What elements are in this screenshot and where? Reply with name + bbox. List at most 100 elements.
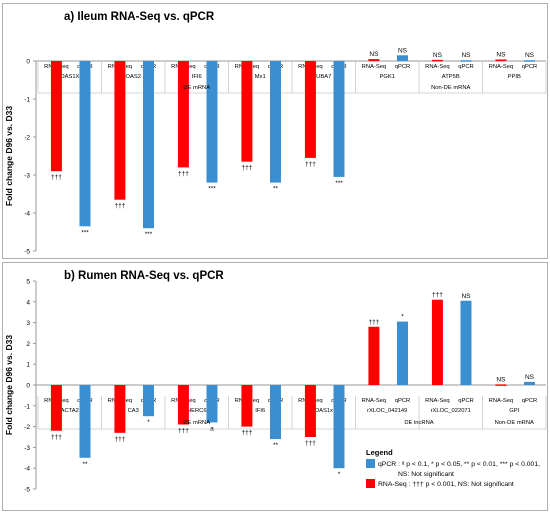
y-tick-label: -4: [24, 466, 30, 473]
legend-text-qpcr-2: NS: Not significant: [398, 471, 454, 478]
significance-label: NS: [525, 52, 535, 59]
y-tick-label: 4: [26, 299, 30, 306]
bar-qpcr: [269, 61, 281, 183]
y-tick-label: -4: [24, 211, 30, 218]
y-tick-label: -2: [24, 135, 30, 142]
bar-qpcr: [142, 385, 154, 417]
bar-rnaseq: [304, 385, 316, 437]
y-tick-label: -5: [24, 487, 30, 494]
y-tick-label: 5: [26, 279, 30, 286]
bar-rnaseq: [495, 384, 507, 386]
significance-label: †††: [432, 292, 443, 299]
significance-label: *: [401, 314, 404, 321]
bar-qpcr: [523, 60, 535, 62]
significance-label: †††: [178, 170, 189, 177]
bar-rnaseq: [50, 385, 62, 431]
bar-qpcr: [333, 61, 345, 177]
gene-label: OAS1X: [60, 74, 79, 80]
gene-label: IFI6: [192, 74, 202, 80]
significance-label: NS: [496, 51, 506, 58]
bar-qpcr: [460, 300, 472, 385]
significance-label: NS: [398, 47, 408, 54]
gene-label: OAS1x: [315, 408, 333, 414]
significance-label: †††: [51, 434, 62, 441]
y-axis-label: Fold change D96 vs. D33: [4, 335, 14, 435]
significance-label: NS: [461, 52, 471, 59]
gene-label: IFI6: [255, 408, 265, 414]
series-tick-label: qPCR: [522, 398, 537, 404]
series-tick-label: RNA-Seq: [425, 64, 449, 70]
bar-qpcr: [269, 385, 281, 440]
y-tick-label: -3: [24, 173, 30, 180]
panel-frame: [2, 262, 548, 511]
bar-rnaseq: [177, 385, 189, 425]
gene-label: HERC6: [187, 408, 207, 414]
chart-title: b) Rumen RNA-Seq vs. qPCR: [64, 270, 224, 282]
significance-label: **: [273, 442, 279, 449]
significance-label: ***: [145, 231, 153, 238]
legend-text-qpcr: qPCR : ᵃ p < 0.1, * p < 0.05, ** p < 0.0…: [378, 461, 540, 468]
bar-rnaseq: [114, 61, 126, 200]
series-tick-label: RNA-Seq: [425, 398, 449, 404]
series-tick-label: RNA-Seq: [362, 64, 386, 70]
chart-title: a) Ileum RNA-Seq vs. qPCR: [64, 11, 215, 23]
bar-rnaseq: [50, 61, 62, 172]
gene-label: rXLOC_022071: [431, 408, 471, 414]
group-label: DE lncRNA: [404, 420, 433, 426]
gene-label: ATP5B: [442, 74, 460, 80]
y-tick-label: -3: [24, 445, 30, 452]
group-label: Non-DE mRNA: [431, 85, 470, 91]
bar-rnaseq: [368, 59, 380, 61]
y-tick-label: -5: [24, 249, 30, 256]
significance-label: †††: [305, 161, 316, 168]
significance-label: †††: [241, 430, 252, 437]
bar-qpcr: [142, 61, 154, 229]
bar-rnaseq: [114, 385, 126, 433]
y-tick-label: 1: [26, 362, 30, 369]
y-axis-label: Fold change D96 vs. D33: [4, 106, 14, 206]
significance-label: †††: [178, 428, 189, 435]
bar-qpcr: [523, 381, 535, 385]
y-tick-label: -1: [24, 97, 30, 104]
series-tick-label: qPCR: [522, 64, 537, 70]
bar-qpcr: [79, 61, 91, 227]
significance-label: *: [147, 419, 150, 426]
panel-frame: [2, 3, 548, 259]
significance-label: †††: [114, 203, 125, 210]
significance-label: NS: [369, 51, 379, 58]
bar-qpcr: [79, 385, 91, 458]
significance-label: *: [338, 471, 341, 478]
legend-swatch-rnaseq: [366, 479, 375, 488]
significance-label: NS: [525, 374, 535, 381]
gene-label: PGK1: [380, 74, 395, 80]
significance-label: †††: [114, 436, 125, 443]
bar-qpcr: [206, 61, 218, 183]
y-tick-label: -2: [24, 424, 30, 431]
series-tick-label: qPCR: [458, 64, 473, 70]
y-tick-label: 3: [26, 320, 30, 327]
group-label: DE mRNA: [183, 420, 210, 426]
group-label: DE mRNA: [183, 85, 210, 91]
series-tick-label: RNA-Seq: [489, 398, 513, 404]
bar-qpcr: [460, 60, 472, 62]
bar-rnaseq: [431, 299, 443, 385]
significance-label: †††: [368, 319, 379, 326]
significance-label: †††: [51, 174, 62, 181]
significance-label: **: [82, 461, 88, 468]
gene-label: rXLOC_042149: [367, 408, 407, 414]
y-tick-label: 0: [26, 383, 30, 390]
significance-label: ***: [208, 186, 216, 193]
series-tick-label: RNA-Seq: [362, 398, 386, 404]
group-label: Non-DE mRNA: [495, 420, 534, 426]
bar-rnaseq: [304, 61, 316, 158]
bar-rnaseq: [368, 326, 380, 385]
legend-text-rnaseq: RNA-Seq : ††† p < 0.001, NS: Not signifi…: [378, 481, 514, 488]
legend-title: Legend: [366, 448, 393, 457]
bar-qpcr: [206, 385, 218, 423]
series-tick-label: qPCR: [395, 398, 410, 404]
gene-label: UBA7: [316, 74, 331, 80]
bar-rnaseq: [495, 59, 507, 61]
bar-rnaseq: [177, 61, 189, 168]
